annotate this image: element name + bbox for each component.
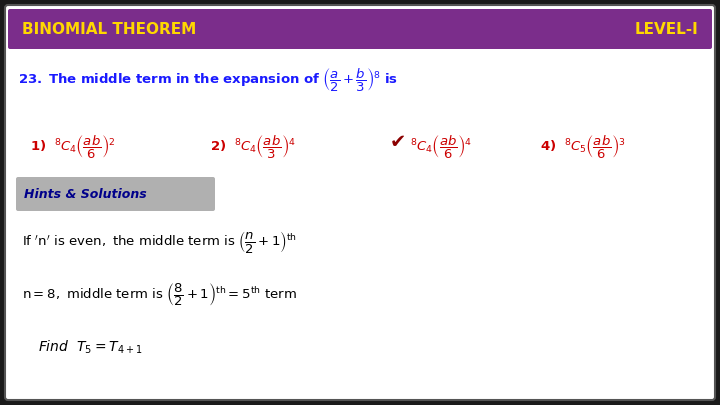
- Text: Hints & Solutions: Hints & Solutions: [24, 188, 147, 200]
- Text: ${}^{8}C_{4}\left(\dfrac{ab}{6}\right)^{4}$: ${}^{8}C_{4}\left(\dfrac{ab}{6}\right)^{…: [410, 133, 472, 160]
- Text: $\mathbf{23.\ The\ middle\ term\ in\ the\ expansion\ of}\ \left(\dfrac{a}{2}+\df: $\mathbf{23.\ The\ middle\ term\ in\ the…: [18, 66, 398, 94]
- FancyBboxPatch shape: [8, 9, 712, 49]
- Text: $\mathbf{2)}\ \ {}^{8}C_{4}\left(\dfrac{ab}{3}\right)^{4}$: $\mathbf{2)}\ \ {}^{8}C_{4}\left(\dfrac{…: [210, 133, 296, 160]
- FancyBboxPatch shape: [5, 5, 715, 400]
- FancyBboxPatch shape: [16, 177, 215, 211]
- Text: $\mathbf{4)}\ \ {}^{8}C_{5}\left(\dfrac{ab}{6}\right)^{3}$: $\mathbf{4)}\ \ {}^{8}C_{5}\left(\dfrac{…: [540, 133, 626, 160]
- Text: BINOMIAL THEOREM: BINOMIAL THEOREM: [22, 21, 197, 36]
- Text: $\mathbf{1)}\ \ {}^{8}C_{4}\left(\dfrac{ab}{6}\right)^{2}$: $\mathbf{1)}\ \ {}^{8}C_{4}\left(\dfrac{…: [30, 133, 116, 160]
- Text: $\mathrm{n{=}8,\ middle\ term\ is}\ \left(\dfrac{8}{2}+1\right)^{\mathrm{th}}=5^: $\mathrm{n{=}8,\ middle\ term\ is}\ \lef…: [22, 281, 297, 309]
- Text: ✔: ✔: [390, 132, 406, 151]
- Text: $\mathit{Find}\ \ T_{5} = T_{4+1}$: $\mathit{Find}\ \ T_{5} = T_{4+1}$: [38, 338, 143, 356]
- Text: $\mathrm{If\ 'n'\ is\ even,\ the\ middle\ term\ is}\ \left(\dfrac{n}{2}+1\right): $\mathrm{If\ 'n'\ is\ even,\ the\ middle…: [22, 229, 297, 255]
- Text: LEVEL-I: LEVEL-I: [634, 21, 698, 36]
